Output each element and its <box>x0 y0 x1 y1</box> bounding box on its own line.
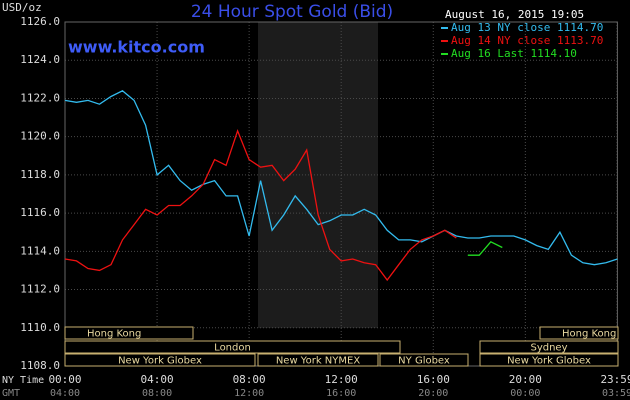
x-tick-label: 20:00 <box>509 373 542 386</box>
x2-tick-label: 16:00 <box>326 388 356 399</box>
session-label: Hong Kong <box>562 329 616 340</box>
x-tick-label: 12:00 <box>325 373 358 386</box>
session-label: New York Globex <box>118 356 202 367</box>
session-bar <box>539 326 619 340</box>
series-line <box>64 129 457 282</box>
legend-entry: Aug 13 NY close 1114.70 <box>451 21 603 34</box>
session-label: NY Globex <box>398 356 450 367</box>
x2-tick-label: 04:00 <box>50 388 80 399</box>
series-line <box>64 90 618 266</box>
y-tick-label: 1110.0 <box>20 321 60 334</box>
x-tick-label: 08:00 <box>233 373 266 386</box>
x-tick-label: 23:59 <box>600 373 630 386</box>
legend-entry: Aug 14 NY close 1113.70 <box>451 34 603 47</box>
x-axis-label: NY Time <box>2 375 44 386</box>
x2-axis-label: GMT <box>2 388 20 399</box>
session-bar <box>379 353 469 367</box>
session-bar <box>257 353 379 367</box>
session-bar <box>64 340 401 354</box>
y-tick-label: 1112.0 <box>20 283 60 296</box>
x2-tick-label: 03:59 <box>602 388 630 399</box>
session-bar <box>64 353 256 367</box>
watermark: www.kitco.com <box>68 38 205 57</box>
x2-tick-label: 00:00 <box>510 388 540 399</box>
y-tick-label: 1122.0 <box>20 91 60 104</box>
x2-tick-label: 08:00 <box>142 388 172 399</box>
timestamp: August 16, 2015 19:05 <box>445 8 584 21</box>
y-tick-label: 1120.0 <box>20 130 60 143</box>
y-tick-label: 1114.0 <box>20 244 60 257</box>
x-tick-label: 16:00 <box>417 373 450 386</box>
x2-tick-label: 20:00 <box>418 388 448 399</box>
session-label: Sydney <box>530 343 567 354</box>
y-tick-label: 1124.0 <box>20 53 60 66</box>
session-label: New York Globex <box>507 356 591 367</box>
y-tick-label: 1126.0 <box>20 15 60 28</box>
session-bar <box>479 340 619 354</box>
series-line <box>467 240 503 256</box>
legend-entry: Aug 16 Last 1114.10 <box>451 47 577 60</box>
session-label: London <box>214 343 251 354</box>
x2-tick-label: 12:00 <box>234 388 264 399</box>
y-axis-label: USD/oz <box>2 1 42 14</box>
session-label: New York NYMEX <box>276 356 361 367</box>
x-tick-label: 04:00 <box>141 373 174 386</box>
session-bar <box>64 326 194 340</box>
x-tick-label: 00:00 <box>48 373 81 386</box>
y-tick-label: 1118.0 <box>20 168 60 181</box>
y-tick-label: 1108.0 <box>20 359 60 372</box>
y-tick-label: 1116.0 <box>20 206 60 219</box>
session-label: Hong Kong <box>87 329 141 340</box>
session-bar <box>479 353 619 367</box>
chart-title: 24 Hour Spot Gold (Bid) <box>191 2 393 22</box>
